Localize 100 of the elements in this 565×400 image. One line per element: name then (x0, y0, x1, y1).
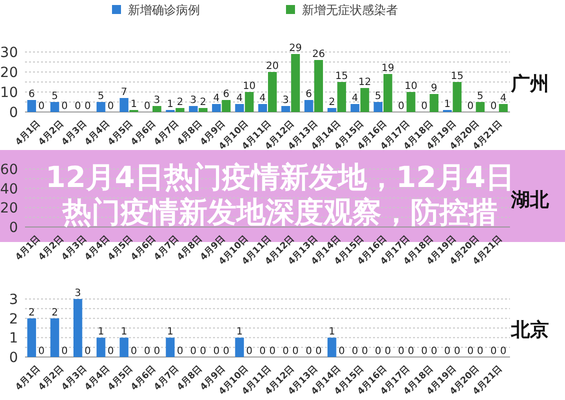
y-tick-label: 10 (0, 85, 18, 101)
data-label: 0 (84, 101, 91, 112)
bar (244, 92, 254, 112)
bar (188, 106, 198, 112)
data-label: 0 (338, 346, 345, 357)
data-label: 0 (352, 346, 358, 357)
data-label: 7 (120, 87, 128, 98)
bar (152, 106, 162, 112)
data-label: 5 (374, 91, 382, 102)
bar (73, 299, 82, 357)
data-label: 4 (352, 93, 358, 104)
bar (96, 338, 106, 357)
data-label: 0 (490, 101, 497, 112)
data-label: 0 (398, 346, 404, 357)
data-label: 0 (213, 346, 220, 357)
bar (304, 100, 314, 112)
bar (212, 104, 221, 112)
data-label: 0 (144, 346, 150, 357)
bar (476, 102, 485, 112)
bar (222, 100, 231, 112)
text: 广州 (510, 73, 549, 95)
bar (176, 108, 184, 112)
data-label: 0 (130, 346, 138, 357)
bar (337, 82, 346, 112)
data-label: 4 (213, 93, 220, 104)
data-label: 2 (28, 307, 35, 318)
data-label: 3 (282, 95, 289, 106)
legend-label: 新增确诊病例 (128, 3, 200, 17)
data-label: 2 (328, 97, 336, 108)
bar (430, 94, 438, 112)
data-label: 0 (398, 101, 404, 112)
data-label: 0 (408, 346, 414, 357)
bar (314, 60, 323, 112)
bar (498, 104, 508, 112)
data-label: 3 (154, 95, 160, 106)
bar (198, 108, 208, 112)
data-label: 0 (282, 346, 289, 357)
data-label: 0 (108, 346, 114, 357)
bar (360, 88, 370, 112)
data-label: 0 (108, 101, 114, 112)
bar (27, 100, 36, 112)
data-label: 0 (362, 346, 368, 357)
data-label: 0 (374, 346, 382, 357)
data-label: 4 (236, 93, 243, 104)
data-label: 2 (200, 97, 206, 108)
data-label: 0 (200, 346, 206, 357)
data-label: 0 (477, 346, 484, 357)
data-label: 0 (467, 346, 474, 357)
data-label: 2 (176, 97, 184, 108)
y-tick-label: 0 (9, 350, 18, 366)
bar (374, 102, 382, 112)
data-label: 0 (421, 346, 428, 357)
bar (406, 92, 416, 112)
y-tick-label: 3 (9, 292, 18, 308)
bar (281, 106, 290, 112)
data-label: 1 (98, 326, 104, 338)
data-label: 2 (52, 307, 58, 318)
y-tick-label: 0 (9, 220, 18, 236)
data-label: 0 (154, 346, 160, 357)
bar (166, 338, 175, 357)
legend-label: 新增无症状感染者 (302, 3, 398, 17)
data-label: 5 (52, 91, 58, 102)
data-label: 0 (223, 346, 230, 357)
data-label: 0 (144, 101, 150, 112)
y-tick-label: 20 (0, 65, 18, 81)
data-label: 1 (167, 326, 174, 338)
data-label: 9 (430, 83, 438, 94)
data-label: 12 (358, 77, 372, 88)
bar (328, 338, 336, 357)
data-label: 4 (259, 93, 266, 104)
bar (96, 102, 106, 112)
data-label: 1 (120, 326, 128, 338)
data-label: 0 (292, 346, 299, 357)
data-label: 0 (421, 101, 428, 112)
data-label: 4 (500, 93, 507, 104)
bar (50, 318, 60, 357)
data-label: 0 (467, 101, 474, 112)
data-label: 0 (269, 346, 276, 357)
y-tick-label: 30 (0, 45, 18, 61)
data-label: 0 (430, 346, 438, 357)
data-label: 0 (246, 346, 252, 357)
data-label: 0 (38, 101, 45, 112)
data-label: 10 (242, 81, 256, 92)
data-label: 1 (167, 99, 174, 110)
data-label: 6 (306, 89, 312, 100)
bar (27, 318, 36, 357)
bar (328, 108, 336, 112)
data-label: 1 (328, 326, 336, 338)
data-label: 0 (315, 346, 322, 357)
data-label: 19 (381, 63, 394, 74)
data-label: 6 (223, 89, 230, 100)
data-label: 0 (444, 346, 451, 357)
data-label: 0 (490, 346, 497, 357)
data-label: 29 (289, 43, 302, 54)
data-label: 0 (38, 346, 45, 357)
data-label: 0 (384, 346, 392, 357)
bar (120, 338, 128, 357)
bar (235, 104, 244, 112)
bar (268, 72, 277, 112)
data-label: 1 (444, 99, 451, 110)
